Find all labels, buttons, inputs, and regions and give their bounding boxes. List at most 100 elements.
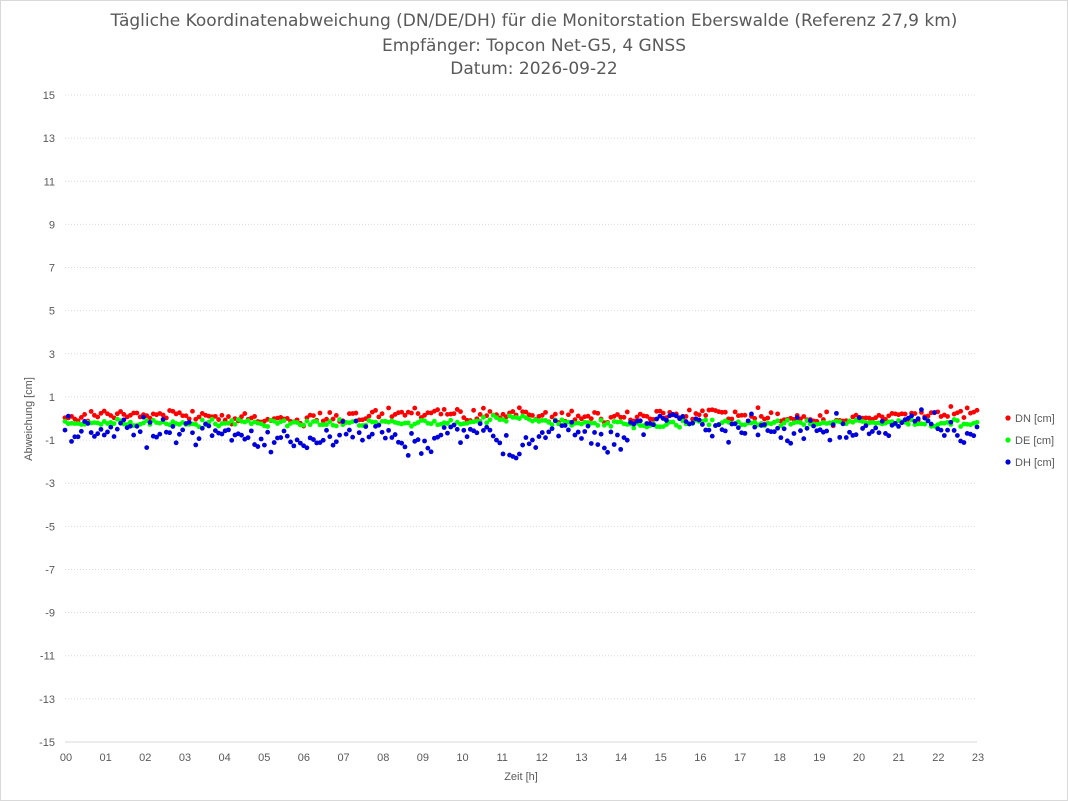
- point-de: [703, 417, 709, 423]
- point-dh: [170, 424, 176, 429]
- point-dh: [951, 428, 957, 433]
- y-tick-labels: 15 13 11 9 7 5 3 1 -1 -3 -5 -7 -9 -11 -13 -15: [39, 90, 55, 749]
- point-de: [922, 421, 928, 427]
- point-de: [284, 423, 290, 429]
- point-dh: [837, 434, 843, 440]
- point-dh: [801, 436, 807, 442]
- y-axis-label: Abweichung [cm]: [23, 377, 35, 461]
- point-dh: [477, 421, 483, 427]
- point-dh: [755, 432, 761, 438]
- point-dn: [458, 409, 463, 415]
- point-dh: [824, 428, 830, 434]
- point-dh: [343, 431, 349, 437]
- point-dn: [565, 412, 571, 418]
- point-dh: [464, 434, 470, 440]
- point-dn: [634, 414, 640, 420]
- chart-title-line-1: Tägliche Koordinatenabweichung (DN/DE/DH…: [110, 11, 958, 31]
- point-dh: [654, 416, 660, 422]
- point-dh: [778, 435, 784, 441]
- x-tick-label: 04: [218, 752, 230, 764]
- point-de: [405, 420, 411, 426]
- point-dn: [190, 408, 195, 414]
- point-de: [503, 418, 509, 424]
- point-dh: [386, 427, 392, 433]
- point-dh: [592, 430, 597, 435]
- point-dh: [909, 413, 915, 419]
- point-dh: [781, 426, 787, 432]
- point-dh: [595, 442, 601, 448]
- point-de: [670, 419, 676, 425]
- point-dh: [402, 444, 408, 450]
- point-dh: [879, 418, 885, 424]
- chart-title-line-3: Datum: 2026-09-22: [450, 59, 618, 79]
- point-dh: [356, 430, 362, 436]
- point-dn: [552, 411, 558, 417]
- point-dn: [615, 412, 620, 417]
- point-de: [199, 417, 205, 423]
- y-tick-label: 5: [49, 306, 55, 318]
- point-dh: [961, 440, 967, 445]
- point-de: [775, 418, 781, 424]
- point-dh: [742, 430, 748, 436]
- point-dh: [938, 427, 944, 433]
- point-dh: [392, 432, 398, 437]
- point-dn: [170, 408, 176, 414]
- point-dh: [212, 428, 218, 434]
- point-dh: [248, 428, 254, 434]
- point-dn: [624, 409, 630, 415]
- point-dh: [520, 442, 526, 448]
- point-dh: [114, 426, 120, 432]
- point-dh: [190, 430, 195, 436]
- point-dh: [405, 452, 411, 458]
- point-dh: [605, 449, 611, 455]
- point-dh: [673, 413, 679, 419]
- point-dh: [418, 451, 424, 456]
- point-de: [428, 421, 434, 427]
- point-dh: [245, 435, 251, 441]
- point-dh: [745, 418, 751, 424]
- point-dh: [324, 427, 329, 433]
- point-dh: [258, 436, 264, 442]
- point-dh: [281, 428, 287, 434]
- point-dh: [749, 411, 754, 417]
- point-dn: [559, 410, 565, 416]
- point-dn: [212, 413, 218, 419]
- x-tick-label: 22: [932, 752, 944, 764]
- point-dh: [928, 421, 934, 427]
- point-de: [127, 419, 133, 425]
- point-dh: [311, 437, 316, 442]
- point-dh: [804, 425, 810, 431]
- point-dh: [843, 435, 849, 440]
- point-dh: [490, 433, 496, 439]
- point-dh: [572, 432, 578, 438]
- point-dn: [134, 410, 140, 416]
- point-dn: [366, 413, 372, 419]
- x-tick-label: 06: [298, 752, 310, 764]
- point-dn: [333, 413, 339, 418]
- point-dh: [856, 415, 862, 421]
- x-tick-label: 03: [179, 752, 191, 764]
- point-dh: [297, 440, 303, 446]
- point-dh: [886, 433, 892, 439]
- point-de: [448, 417, 454, 423]
- point-dh: [791, 431, 797, 436]
- point-dn: [177, 410, 182, 416]
- point-dh: [807, 418, 813, 424]
- point-de: [781, 420, 787, 426]
- point-dh: [598, 431, 604, 437]
- point-dh: [608, 429, 614, 435]
- point-dh: [268, 449, 274, 455]
- point-dh: [621, 435, 627, 440]
- point-dh: [229, 437, 235, 443]
- point-dh: [866, 431, 872, 437]
- point-dh: [735, 425, 741, 431]
- point-dn: [539, 412, 545, 418]
- point-dn: [373, 407, 378, 413]
- point-de: [431, 418, 437, 424]
- point-dh: [134, 423, 140, 429]
- point-dh: [556, 433, 561, 439]
- point-dh: [180, 427, 186, 433]
- point-dn: [121, 412, 127, 417]
- point-de: [516, 416, 522, 421]
